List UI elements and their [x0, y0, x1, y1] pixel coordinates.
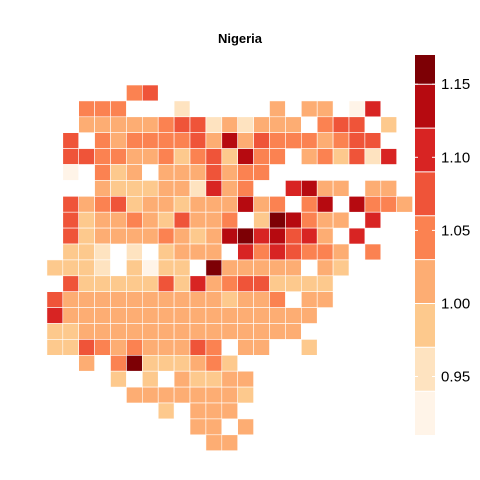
map-cell: [221, 402, 239, 420]
legend-tick-label: 1.05: [441, 222, 470, 239]
legend-swatch: [415, 171, 435, 216]
map-cell: [332, 211, 350, 229]
legend-swatch: [415, 303, 435, 348]
map-cell: [380, 148, 397, 165]
map-cell: [253, 164, 270, 181]
map-cell: [221, 434, 239, 451]
legend-swatch: [415, 391, 435, 435]
map-cell: [364, 100, 382, 118]
map-cell: [348, 227, 366, 245]
map-cell: [285, 323, 302, 340]
map-cell: [142, 84, 159, 102]
map-cell: [380, 116, 397, 134]
map-cell: [300, 339, 318, 356]
legend-tick-label: 1.15: [441, 76, 470, 93]
map-cell: [269, 148, 286, 165]
map-cell: [332, 259, 350, 277]
map-cell: [316, 291, 334, 308]
legend-swatch: [415, 259, 435, 304]
legend-tick-label: 0.95: [441, 369, 470, 386]
legend-tick-label: 1.00: [441, 296, 470, 313]
map-cell: [237, 418, 254, 436]
legend-swatch: [415, 347, 435, 392]
legend-tick-label: 1.10: [441, 149, 470, 166]
chart-title: Nigeria: [217, 31, 263, 46]
map-cell: [157, 402, 175, 420]
legend-swatch: [415, 55, 435, 85]
map-cell: [364, 243, 382, 261]
map-cell: [237, 386, 254, 404]
map-cell: [300, 307, 318, 324]
map-cell: [78, 354, 95, 372]
map-cell: [396, 196, 413, 213]
legend-swatch: [415, 84, 435, 128]
legend-swatch: [415, 128, 435, 172]
legend-swatch: [415, 215, 435, 260]
map-cell: [62, 164, 79, 181]
map-cell: [364, 211, 382, 229]
map-cell: [253, 339, 270, 356]
map-cell: [110, 370, 127, 388]
